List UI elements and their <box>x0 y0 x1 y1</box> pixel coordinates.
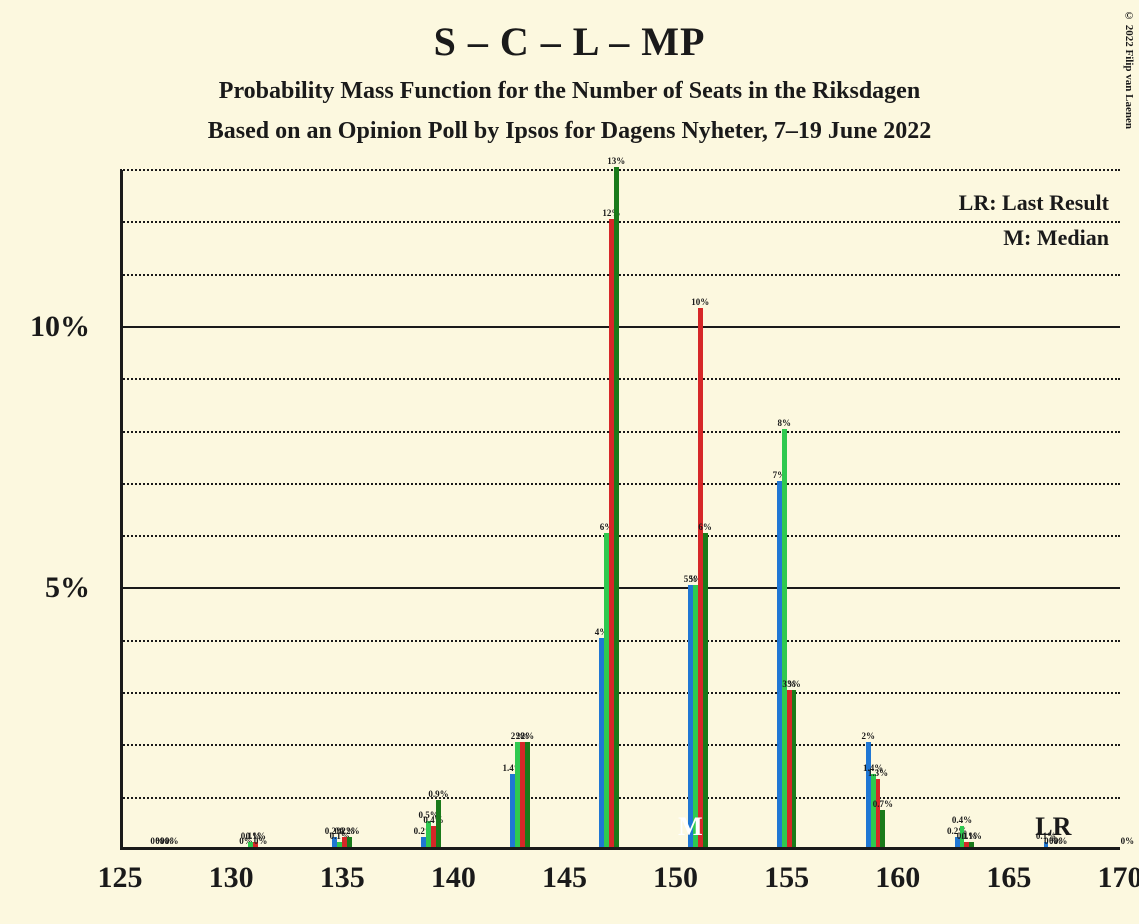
bar <box>525 742 530 847</box>
gridline <box>120 169 1120 171</box>
bar-value-label: 0.1% <box>962 831 982 841</box>
gridline <box>120 378 1120 380</box>
y-tick-label: 10% <box>0 310 90 344</box>
gridline <box>120 640 1120 642</box>
bar-value-label: 0.2% <box>339 826 359 836</box>
x-tick-label: 125 <box>98 861 143 895</box>
gridline <box>120 483 1120 485</box>
bar-value-label: 2% <box>861 731 875 741</box>
bar-value-label: 3% <box>787 679 801 689</box>
y-axis <box>120 170 123 850</box>
copyright-text: © 2022 Filip van Laenen <box>1123 10 1135 129</box>
x-tick-label: 160 <box>875 861 920 895</box>
bar <box>436 800 441 847</box>
gridline <box>120 326 1120 328</box>
gridline <box>120 587 1120 589</box>
x-tick-label: 165 <box>986 861 1031 895</box>
x-tick-label: 150 <box>653 861 698 895</box>
pmf-chart-container: S – C – L – MP Probability Mass Function… <box>0 0 1139 924</box>
bar <box>703 533 708 847</box>
chart-subtitle-1: Probability Mass Function for the Number… <box>0 78 1139 105</box>
median-marker: M <box>678 812 703 842</box>
bar-value-label: 8% <box>777 418 791 428</box>
x-axis <box>120 847 1120 850</box>
gridline <box>120 797 1120 799</box>
bar-value-label: 0% <box>254 836 268 846</box>
bar-value-label: 2% <box>521 731 535 741</box>
plot-area: 5%10%1251301351401451501551601651700%0%0… <box>120 170 1120 850</box>
bar-value-label: 0% <box>1121 836 1135 846</box>
bar-value-label: 1.3% <box>868 768 888 778</box>
bar-value-label: 0.7% <box>873 799 893 809</box>
x-tick-label: 155 <box>764 861 809 895</box>
bar <box>880 810 885 847</box>
x-tick-label: 170 <box>1098 861 1139 895</box>
y-tick-label: 5% <box>0 571 90 605</box>
bar <box>969 842 974 847</box>
x-tick-label: 130 <box>209 861 254 895</box>
bar-value-label: 10% <box>691 297 709 307</box>
bar <box>614 167 619 847</box>
x-tick-label: 145 <box>542 861 587 895</box>
gridline <box>120 221 1120 223</box>
bar-value-label: 6% <box>698 522 712 532</box>
gridline <box>120 274 1120 276</box>
bar-value-label: 0% <box>165 836 179 846</box>
bar <box>792 690 797 847</box>
x-tick-label: 140 <box>431 861 476 895</box>
gridline <box>120 692 1120 694</box>
chart-subtitle-2: Based on an Opinion Poll by Ipsos for Da… <box>0 118 1139 145</box>
bar-value-label: 13% <box>607 156 625 166</box>
gridline <box>120 744 1120 746</box>
bar-value-label: 0.9% <box>428 789 448 799</box>
bar <box>347 837 352 847</box>
gridline <box>120 535 1120 537</box>
gridline <box>120 431 1120 433</box>
last-result-marker: LR <box>1035 812 1071 842</box>
bar-value-label: 0.4% <box>952 815 972 825</box>
x-tick-label: 135 <box>320 861 365 895</box>
chart-title: S – C – L – MP <box>0 18 1139 65</box>
